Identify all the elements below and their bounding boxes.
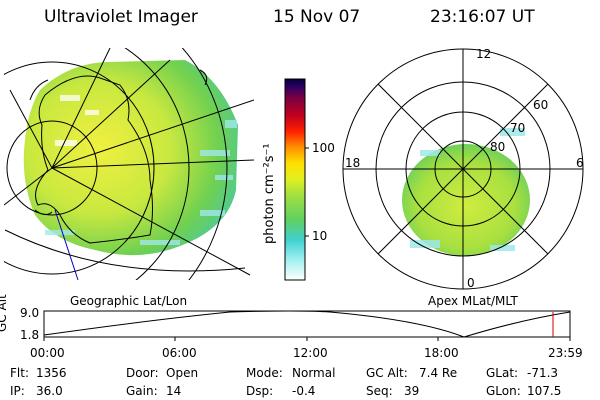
info-flt-label: Flt:: [10, 366, 29, 380]
info-ip-label: IP:: [10, 384, 25, 398]
mlat-label-80: 80: [490, 140, 506, 154]
altitude-ylabel: GC Alt: [0, 294, 9, 332]
colorbar-ticks: [305, 147, 309, 237]
info-seq-label: Seq:: [366, 384, 393, 398]
info-mode-label: Mode:: [246, 366, 283, 380]
aurora-image-polar: [402, 144, 530, 256]
mlt-label-18: 18: [345, 156, 361, 170]
info-glon-label: GLon:: [486, 384, 521, 398]
polar-mlt-lines: [343, 49, 583, 289]
info-dsp-label: Dsp:: [246, 384, 274, 398]
mlt-label-12: 12: [476, 47, 492, 61]
colorbar: [284, 78, 306, 281]
colorbar-unit-label: photon cm⁻²s⁻¹: [262, 143, 277, 244]
polar-panel: [342, 48, 584, 290]
polar-fringe: [410, 128, 525, 251]
info-mode-value: Normal: [292, 366, 336, 380]
info-glon-value: 107.5: [527, 384, 562, 398]
altitude-curve: [43, 310, 571, 338]
altitude-xticks: [43, 337, 571, 341]
colorbar-tick-100: 100: [312, 141, 335, 155]
altitude-xtick-1200: 12:00: [293, 346, 328, 360]
info-door-value: Open: [166, 366, 199, 380]
altitude-ytick-bottom: 1.8: [20, 328, 40, 342]
info-door-label: Door:: [126, 366, 159, 380]
altitude-xtick-2359: 23:59: [548, 346, 583, 360]
altitude-ytick-top: 9.0: [20, 306, 40, 320]
altitude-xtick-1800: 18:00: [424, 346, 459, 360]
colorbar-tick-10: 10: [312, 229, 328, 243]
info-dsp-value: -0.4: [292, 384, 316, 398]
coast-detail: [29, 69, 208, 216]
info-seq-value: 39: [404, 384, 420, 398]
track-line: [54, 209, 79, 280]
mlt-label-6: 6: [576, 156, 584, 170]
latitude-circles: [4, 48, 228, 280]
info-flt-value: 1356: [36, 366, 67, 380]
polar-panel-label: Apex MLat/MLT: [428, 294, 518, 308]
info-gain-label: Gain:: [126, 384, 158, 398]
info-glat-label: GLat:: [486, 366, 519, 380]
altitude-plot-frame: [43, 310, 571, 338]
meridian-lines: [4, 48, 254, 276]
info-glat-value: -71.3: [527, 366, 559, 380]
info-gcalt-value: 7.4 Re: [419, 366, 458, 380]
mlat-label-60: 60: [533, 98, 549, 112]
mlt-label-0: 0: [467, 276, 475, 290]
earth-limb-arc: [4, 229, 246, 272]
geographic-panel-label: Geographic Lat/Lon: [70, 294, 188, 308]
instrument-title: Ultraviolet Imager: [44, 7, 198, 27]
date-text: 15 Nov 07: [273, 7, 361, 27]
altitude-xtick-0600: 06:00: [162, 346, 197, 360]
mlat-label-70: 70: [510, 121, 526, 135]
info-gain-value: 14: [166, 384, 182, 398]
image-fringe-white: [55, 95, 99, 146]
info-gcalt-label: GC Alt:: [366, 366, 408, 380]
time-text: 23:16:07 UT: [430, 7, 535, 27]
info-ip-value: 36.0: [36, 384, 63, 398]
geographic-panel: [4, 48, 254, 280]
aurora-image-geographic: [23, 60, 238, 256]
altitude-xtick-0000: 00:00: [30, 346, 65, 360]
continent-outline: [35, 75, 153, 244]
image-fringe-speckle: [45, 120, 237, 245]
